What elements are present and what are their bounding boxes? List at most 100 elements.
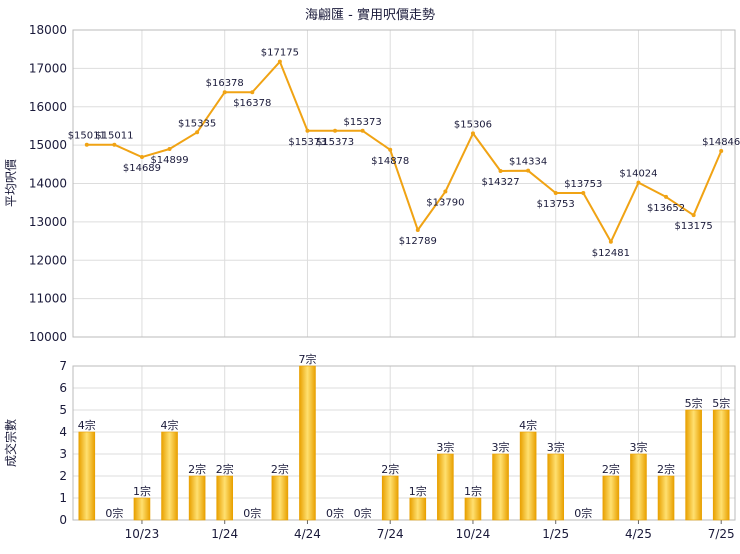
count-data-label: 4宗 — [519, 418, 537, 432]
count-bar — [133, 497, 151, 521]
price-data-label: $15011 — [95, 131, 133, 142]
count-data-label: 4宗 — [78, 418, 96, 432]
count-data-label: 2宗 — [657, 462, 675, 476]
price-data-label: $16378 — [206, 78, 244, 89]
price-data-label: $14846 — [702, 137, 740, 148]
data-labels-layer: $15011$15011 $14689$14899 $15335 $16378 $163… — [68, 48, 740, 520]
count-bar — [381, 475, 399, 521]
price-data-label: $15373 — [316, 137, 354, 148]
price-data-label: $14878 — [371, 156, 409, 167]
bottom-y-tick-label: 2 — [59, 469, 67, 483]
price-data-label: $12481 — [592, 248, 630, 259]
x-tick-label: 10/23 — [125, 527, 160, 541]
bottom-y-tick-label: 0 — [59, 513, 67, 527]
price-point — [526, 168, 531, 173]
count-data-label: 2宗 — [381, 462, 399, 476]
count-data-label: 0宗 — [243, 506, 261, 520]
count-bar — [602, 475, 620, 521]
count-bar — [188, 475, 206, 521]
price-data-label: $14334 — [509, 157, 547, 168]
count-data-label: 3宗 — [436, 440, 454, 454]
top-y-tick-label: 14000 — [29, 177, 67, 191]
count-data-label: 5宗 — [685, 396, 703, 410]
top-y-tick-label: 15000 — [29, 138, 67, 152]
price-data-label: $14689 — [123, 163, 161, 174]
price-point — [388, 147, 393, 152]
top-y-tick-label: 18000 — [29, 23, 67, 37]
bottom-y-tick-label: 5 — [59, 403, 67, 417]
price-point — [250, 90, 255, 95]
x-tick-label: 7/24 — [377, 527, 404, 541]
x-tick-label: 1/25 — [542, 527, 569, 541]
x-tick-label: 7/25 — [708, 527, 735, 541]
count-data-label: 4宗 — [161, 418, 179, 432]
count-data-label: 2宗 — [271, 462, 289, 476]
price-data-label: $13753 — [564, 179, 602, 190]
bottom-y-tick-label: 1 — [59, 491, 67, 505]
count-bar — [464, 497, 482, 521]
bottom-plot-frame — [72, 365, 736, 521]
count-bar — [78, 431, 96, 521]
count-bar — [630, 453, 647, 521]
axes-layer: 10000 11000 12000 13000 14000 15000 16000 17000… — [29, 23, 736, 541]
price-line — [86, 60, 723, 243]
price-data-label: $15011 — [68, 131, 106, 142]
top-y-tick-label: 16000 — [29, 100, 67, 114]
price-point — [84, 142, 89, 147]
x-tick-label: 1/24 — [211, 527, 238, 541]
bottom-y-axis-label: 成交宗數 — [3, 419, 18, 467]
price-data-label: $16378 — [233, 98, 271, 109]
price-data-label: $13652 — [647, 203, 685, 214]
price-data-label: $14899 — [150, 155, 188, 166]
top-y-tick-label: 17000 — [29, 61, 67, 75]
price-point — [139, 155, 144, 160]
x-tick-label: 4/25 — [625, 527, 652, 541]
top-y-tick-label: 12000 — [29, 253, 67, 267]
count-bar — [657, 475, 675, 521]
count-bar — [271, 475, 289, 521]
x-tick-label: 10/24 — [456, 527, 491, 541]
price-point — [305, 128, 310, 133]
count-data-label: 0宗 — [326, 506, 344, 520]
price-point — [112, 142, 117, 147]
bar-series — [78, 365, 730, 521]
count-data-label: 2宗 — [602, 462, 620, 476]
price-data-label: $13753 — [537, 199, 575, 210]
price-data-label: $15335 — [178, 118, 216, 129]
top-plot-frame — [72, 29, 736, 338]
price-point — [167, 147, 172, 152]
line-series — [84, 59, 724, 244]
price-data-label: $17175 — [261, 48, 299, 59]
bottom-y-tick-label: 7 — [59, 359, 67, 373]
count-bar — [492, 453, 509, 521]
count-data-label: 7宗 — [298, 352, 316, 366]
count-bar — [161, 431, 178, 521]
count-data-label: 3宗 — [492, 440, 510, 454]
count-bar — [547, 453, 565, 521]
bottom-y-tick-label: 3 — [59, 447, 67, 461]
price-point — [691, 213, 696, 218]
count-bar — [216, 475, 234, 521]
count-bar — [299, 365, 316, 521]
count-data-label: 0宗 — [574, 506, 592, 520]
price-point — [470, 131, 475, 136]
count-data-label: 3宗 — [547, 440, 565, 454]
count-data-label: 0宗 — [354, 506, 372, 520]
count-data-label: 1宗 — [409, 484, 427, 498]
price-data-label: $15373 — [344, 117, 382, 128]
top-y-tick-label: 13000 — [29, 215, 67, 229]
price-point — [719, 149, 724, 154]
price-point — [222, 90, 227, 95]
count-data-label: 3宗 — [629, 440, 647, 454]
price-point — [636, 180, 641, 185]
count-bar — [519, 431, 537, 521]
top-y-axis-label: 平均呎價 — [4, 159, 18, 207]
count-bar — [712, 409, 730, 521]
price-data-label: $14024 — [619, 169, 657, 180]
x-tick-label: 4/24 — [294, 527, 321, 541]
count-bar — [409, 497, 427, 521]
top-y-tick-label: 11000 — [29, 292, 67, 306]
price-data-label: $15306 — [454, 119, 492, 130]
